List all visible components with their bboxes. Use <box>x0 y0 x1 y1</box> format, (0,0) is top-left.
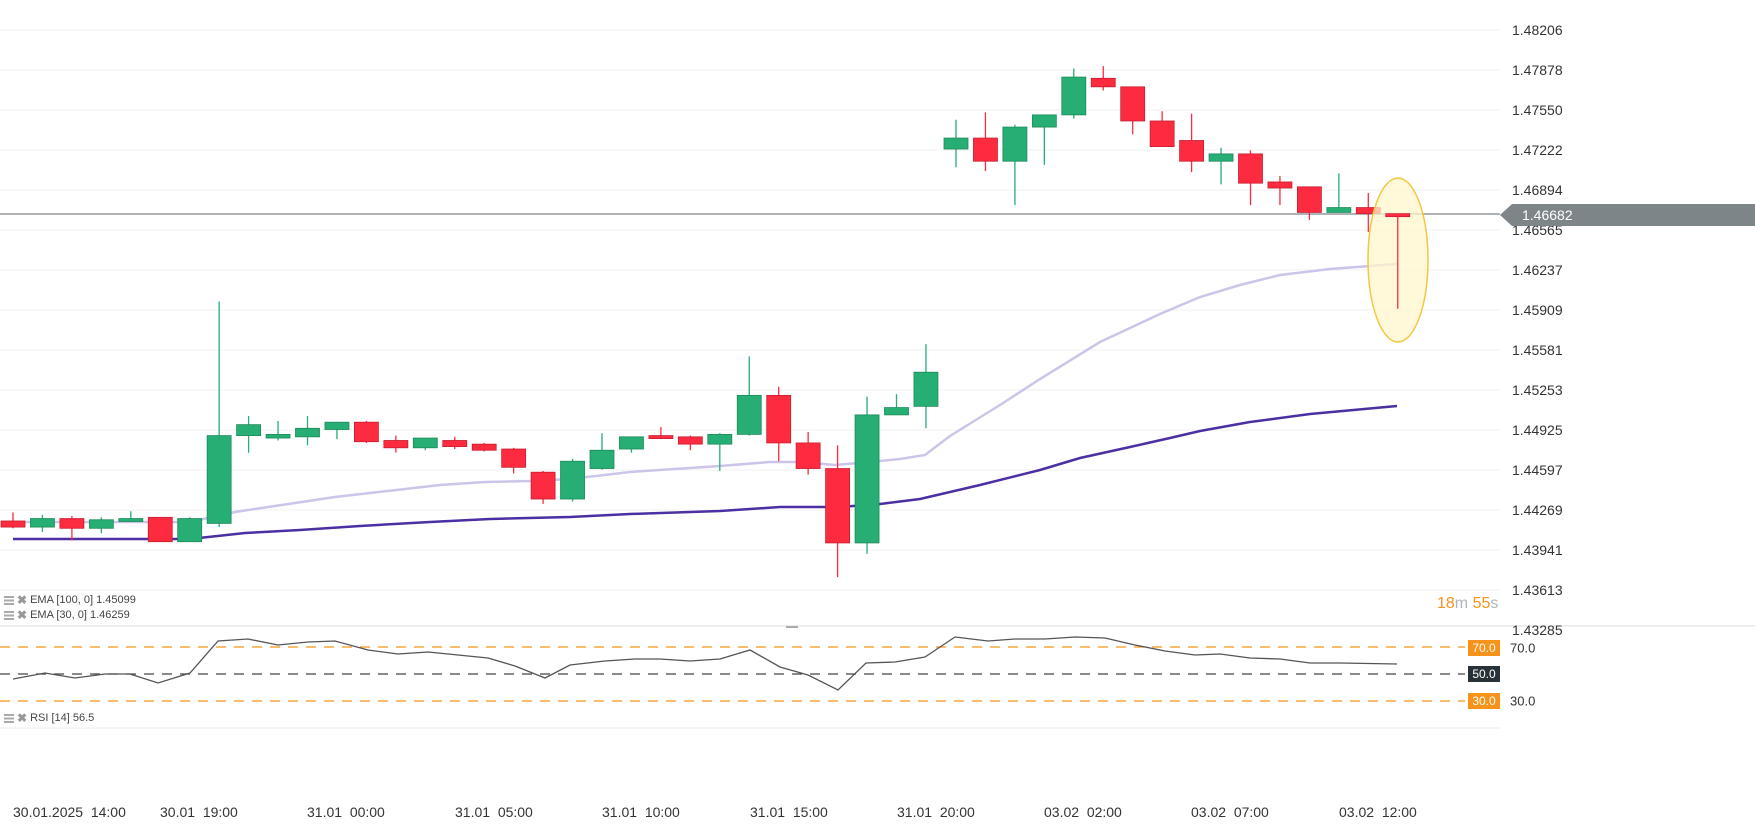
legend-rsi-label: RSI [14] 56.5 <box>30 712 95 724</box>
rsi-lower-badge: 30.0 <box>1468 693 1500 709</box>
menu-icon[interactable] <box>4 713 14 723</box>
legend-ema100[interactable]: ✖ EMA [100, 0] 1.45099 <box>4 593 136 607</box>
last-candle <box>1385 213 1411 309</box>
time-tick: 03.02 12:00 <box>1339 804 1417 820</box>
ema30-line <box>13 262 1398 524</box>
legend-ema100-label: EMA [100, 0] 1.45099 <box>30 594 136 606</box>
time-tick: 31.01 10:00 <box>602 804 680 820</box>
time-tick: 31.01 20:00 <box>897 804 975 820</box>
price-tick: 1.46894 <box>1512 182 1563 198</box>
rsi-mid-badge: 50.0 <box>1468 666 1500 682</box>
legend-ema30-label: EMA [30, 0] 1.46259 <box>30 609 130 621</box>
price-tick: 1.44925 <box>1512 422 1563 438</box>
menu-icon[interactable] <box>4 595 14 605</box>
rsi-axis-lower: 30.0 <box>1510 693 1536 709</box>
price-tick: 1.47222 <box>1512 142 1563 158</box>
time-tick: 30.01 19:00 <box>160 804 238 820</box>
rsi-axis-upper: 70.0 <box>1510 640 1536 656</box>
time-tick: 31.01 00:00 <box>307 804 385 820</box>
rsi-pane <box>0 636 1500 729</box>
close-icon[interactable]: ✖ <box>17 593 28 607</box>
price-tick: 1.43613 <box>1512 582 1563 598</box>
price-tick: 1.45909 <box>1512 302 1563 318</box>
candle-countdown: 18m 55s <box>1437 595 1499 612</box>
price-tick: 1.47550 <box>1512 102 1563 118</box>
price-tick: 1.44597 <box>1512 462 1563 478</box>
price-tick: 1.45253 <box>1512 382 1563 398</box>
close-icon[interactable]: ✖ <box>17 711 28 725</box>
current-price-tag: 1.46682 <box>1500 204 1755 226</box>
price-tick: 1.46237 <box>1512 262 1563 278</box>
legend-ema30[interactable]: ✖ EMA [30, 0] 1.46259 <box>4 608 130 622</box>
time-tick: 31.01 15:00 <box>750 804 828 820</box>
price-tick: 1.45581 <box>1512 342 1563 358</box>
price-tick: 1.43285 <box>1512 622 1563 638</box>
price-tick: 1.47878 <box>1512 62 1563 78</box>
price-tick: 1.48206 <box>1512 22 1563 38</box>
price-tick: 1.43941 <box>1512 542 1563 558</box>
time-tick: 31.01 05:00 <box>455 804 533 820</box>
menu-icon[interactable] <box>4 610 14 620</box>
time-tick: 03.02 07:00 <box>1191 804 1269 820</box>
time-tick: 30.01.2025 14:00 <box>13 804 126 820</box>
rsi-upper-badge: 70.0 <box>1468 640 1500 656</box>
close-icon[interactable]: ✖ <box>17 608 28 622</box>
time-tick: 03.02 02:00 <box>1044 804 1122 820</box>
price-tick: 1.46565 <box>1512 222 1563 238</box>
legend-rsi[interactable]: ✖ RSI [14] 56.5 <box>4 711 94 725</box>
price-tick: 1.44269 <box>1512 502 1563 518</box>
candles <box>0 66 1381 578</box>
